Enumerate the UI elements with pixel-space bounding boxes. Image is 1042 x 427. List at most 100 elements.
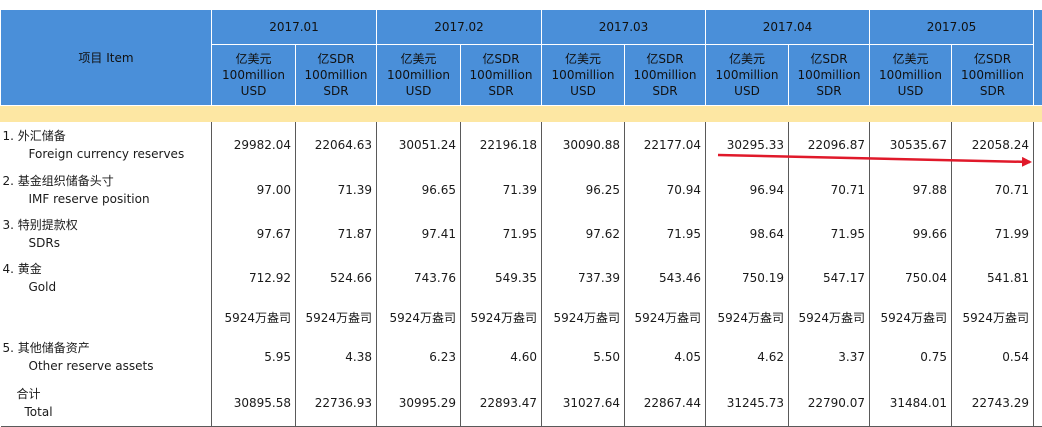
value-cell: 547.17 [789, 256, 870, 300]
value-cell: 22867.44 [625, 380, 706, 427]
value-cell: 22196.18 [461, 122, 542, 168]
row-label-zh: 4. 黄金 [3, 260, 212, 278]
row-label [1, 300, 212, 334]
unit-line: 亿SDR [461, 51, 541, 67]
band-cell [212, 106, 296, 123]
value-cell: 99.66 [870, 212, 952, 256]
value-cell: 5924万盎司 [870, 300, 952, 334]
row-label-en: Foreign currency reserves [3, 145, 212, 163]
unit-line: 亿SDR [625, 51, 705, 67]
band-cell [952, 106, 1034, 123]
value-cell: 5924万盎司 [461, 300, 542, 334]
month-header: 2017.04 [706, 10, 870, 45]
value-cell: 22736.93 [296, 380, 377, 427]
unit-line: USD [212, 83, 295, 99]
edge-cell [1034, 168, 1042, 212]
value-cell: 5924万盎司 [542, 300, 625, 334]
value-cell: 31027.64 [542, 380, 625, 427]
value-cell: 22064.63 [296, 122, 377, 168]
row-label-zh: 1. 外汇储备 [3, 127, 212, 145]
month-header: 2017.03 [542, 10, 706, 45]
value-cell: 4.05 [625, 334, 706, 380]
value-cell: 712.92 [212, 256, 296, 300]
band-cell [870, 106, 952, 123]
value-cell: 22893.47 [461, 380, 542, 427]
unit-line: 100million [296, 67, 376, 83]
band-cell [625, 106, 706, 123]
value-cell: 29982.04 [212, 122, 296, 168]
unit-line: 亿SDR [952, 51, 1033, 67]
value-cell: 3.37 [789, 334, 870, 380]
value-cell: 70.71 [952, 168, 1034, 212]
value-cell: 5924万盎司 [706, 300, 789, 334]
edge-cell [1034, 334, 1042, 380]
value-cell: 71.95 [625, 212, 706, 256]
unit-line: 100million [377, 67, 460, 83]
value-cell: 71.95 [461, 212, 542, 256]
edge-cell [1034, 380, 1042, 427]
value-cell: 5.95 [212, 334, 296, 380]
value-cell: 22058.24 [952, 122, 1034, 168]
unit-line: 亿美元 [212, 51, 295, 67]
row-label-en: Gold [3, 278, 212, 296]
value-cell: 98.64 [706, 212, 789, 256]
unit-line: SDR [952, 83, 1033, 99]
value-cell: 524.66 [296, 256, 377, 300]
value-cell: 750.04 [870, 256, 952, 300]
value-cell: 543.46 [625, 256, 706, 300]
value-cell: 743.76 [377, 256, 461, 300]
unit-line: 100million [461, 67, 541, 83]
value-cell: 71.39 [296, 168, 377, 212]
value-cell: 549.35 [461, 256, 542, 300]
band-cell [542, 106, 625, 123]
value-cell: 71.99 [952, 212, 1034, 256]
value-cell: 4.60 [461, 334, 542, 380]
value-cell: 96.25 [542, 168, 625, 212]
edge-cell [1034, 300, 1042, 334]
header-edge [1034, 10, 1042, 106]
row-label-zh: 3. 特别提款权 [3, 216, 212, 234]
value-cell: 30090.88 [542, 122, 625, 168]
value-cell: 97.67 [212, 212, 296, 256]
value-cell: 22096.87 [789, 122, 870, 168]
value-cell: 71.95 [789, 212, 870, 256]
unit-line: 亿美元 [870, 51, 951, 67]
unit-line: 亿美元 [377, 51, 460, 67]
band-cell [296, 106, 377, 123]
unit-line: 亿SDR [789, 51, 869, 67]
band-cell [1, 106, 212, 123]
band-cell [377, 106, 461, 123]
band-cell [706, 106, 789, 123]
value-cell: 737.39 [542, 256, 625, 300]
value-cell: 30895.58 [212, 380, 296, 427]
value-cell: 22177.04 [625, 122, 706, 168]
value-cell: 31245.73 [706, 380, 789, 427]
row-label-en: IMF reserve position [3, 190, 212, 208]
value-cell: 96.94 [706, 168, 789, 212]
edge-cell [1034, 122, 1042, 168]
value-cell: 71.39 [461, 168, 542, 212]
unit-line: SDR [296, 83, 376, 99]
reserves-table: 项目 Item 2017.01 2017.02 2017.03 2017.04 … [0, 9, 1042, 427]
value-cell: 0.75 [870, 334, 952, 380]
month-header: 2017.05 [870, 10, 1034, 45]
unit-line: 亿美元 [542, 51, 624, 67]
value-cell: 5924万盎司 [625, 300, 706, 334]
unit-line: USD [706, 83, 788, 99]
value-cell: 97.00 [212, 168, 296, 212]
unit-line: USD [542, 83, 624, 99]
value-cell: 31484.01 [870, 380, 952, 427]
value-cell: 96.65 [377, 168, 461, 212]
